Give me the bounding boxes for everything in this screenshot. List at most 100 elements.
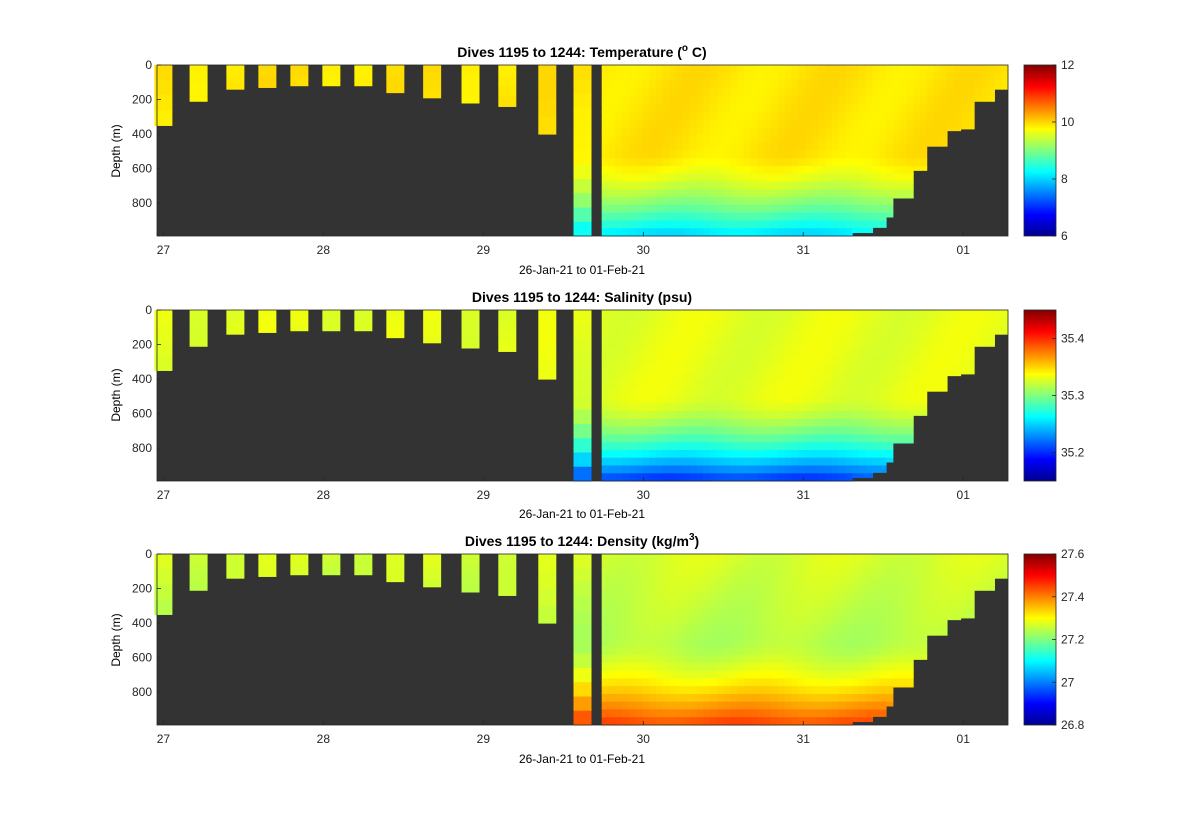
section-cell — [852, 310, 860, 319]
section-cell — [852, 678, 860, 687]
section-cell — [682, 111, 691, 120]
section-cell — [845, 356, 853, 365]
section-cell — [710, 65, 718, 74]
section-cell — [913, 600, 921, 609]
section-cell — [689, 212, 697, 221]
section-cell — [716, 356, 725, 365]
section-cell — [676, 197, 684, 206]
section-cell — [825, 592, 833, 602]
section-cell — [784, 465, 792, 474]
section-cell — [723, 158, 731, 167]
section-cell — [791, 395, 799, 404]
section-cell — [906, 569, 914, 578]
section-cell — [662, 701, 670, 710]
section-cell — [811, 379, 819, 389]
section-cell — [696, 577, 704, 586]
section-cell — [689, 204, 697, 214]
dive-profile-cell — [386, 574, 405, 583]
section-cell — [784, 701, 792, 710]
section-cell — [791, 631, 799, 640]
section-cell — [696, 678, 704, 687]
section-cell — [737, 212, 745, 221]
section-cell — [811, 197, 819, 206]
section-cell — [777, 379, 786, 389]
section-cell — [798, 387, 806, 396]
section-cell — [723, 65, 731, 74]
section-cell — [635, 88, 643, 97]
dive-profile-cell — [290, 80, 309, 87]
section-cell — [689, 434, 697, 443]
section-cell — [608, 197, 616, 206]
section-cell — [791, 585, 799, 594]
section-cell — [825, 473, 833, 482]
section-cell — [798, 212, 806, 221]
section-cell — [933, 142, 941, 147]
section-cell — [892, 647, 901, 656]
section-cell — [906, 134, 914, 144]
section-cell — [919, 554, 928, 563]
section-cell — [757, 96, 765, 105]
section-cell — [696, 395, 704, 404]
section-cell — [859, 709, 867, 718]
section-cell — [655, 639, 664, 648]
dive-profile-cell — [386, 316, 405, 325]
section-cell — [649, 228, 657, 237]
section-cell — [662, 577, 670, 586]
section-cell — [798, 173, 806, 183]
section-cell — [919, 72, 928, 82]
section-cell — [811, 457, 819, 466]
section-cell — [899, 317, 907, 327]
section-cell — [723, 189, 731, 198]
section-cell — [676, 387, 684, 396]
section-cell — [662, 356, 670, 365]
section-cell — [757, 442, 765, 451]
colorbar-tick-label: 12 — [1061, 58, 1075, 72]
section-cell — [601, 166, 609, 175]
section-cell — [601, 88, 609, 97]
section-cell — [926, 577, 935, 586]
section-cell — [710, 173, 718, 183]
section-cell — [852, 709, 860, 718]
dive-profile-cell — [226, 560, 245, 567]
section-cell — [804, 693, 813, 703]
section-cell — [716, 150, 725, 159]
section-cell — [879, 103, 887, 113]
section-cell — [798, 693, 806, 703]
section-cell — [696, 197, 704, 206]
section-cell — [798, 473, 806, 482]
section-cell — [635, 554, 643, 563]
section-cell — [669, 150, 677, 159]
section-cell — [764, 693, 772, 703]
section-cell — [886, 442, 894, 451]
section-cell — [689, 686, 697, 695]
section-cell — [872, 701, 880, 710]
section-cell — [622, 204, 630, 214]
colorbar-tick-label: 27.6 — [1061, 547, 1085, 561]
section-cell — [913, 577, 921, 586]
section-cell — [933, 103, 941, 113]
section-cell — [730, 204, 738, 214]
section-cell — [622, 119, 630, 128]
section-cell — [811, 88, 819, 97]
section-cell — [757, 158, 765, 167]
section-cell — [669, 189, 677, 198]
section-cell — [798, 72, 806, 82]
section-cell — [642, 693, 650, 703]
section-cell — [777, 134, 786, 144]
section-cell — [906, 119, 914, 128]
section-cell — [879, 111, 887, 120]
section-cell — [960, 317, 968, 327]
section-cell — [825, 88, 833, 97]
section-cell — [737, 317, 745, 327]
section-cell — [662, 585, 670, 594]
section-cell — [696, 403, 704, 412]
section-cell — [838, 173, 846, 183]
section-cell — [859, 325, 867, 334]
section-cell — [811, 616, 819, 625]
dive-profile-cell — [423, 334, 442, 344]
section-cell — [791, 310, 799, 319]
section-cell — [716, 212, 725, 221]
section-cell — [622, 639, 630, 648]
section-cell — [811, 127, 819, 136]
section-cell — [804, 411, 813, 420]
